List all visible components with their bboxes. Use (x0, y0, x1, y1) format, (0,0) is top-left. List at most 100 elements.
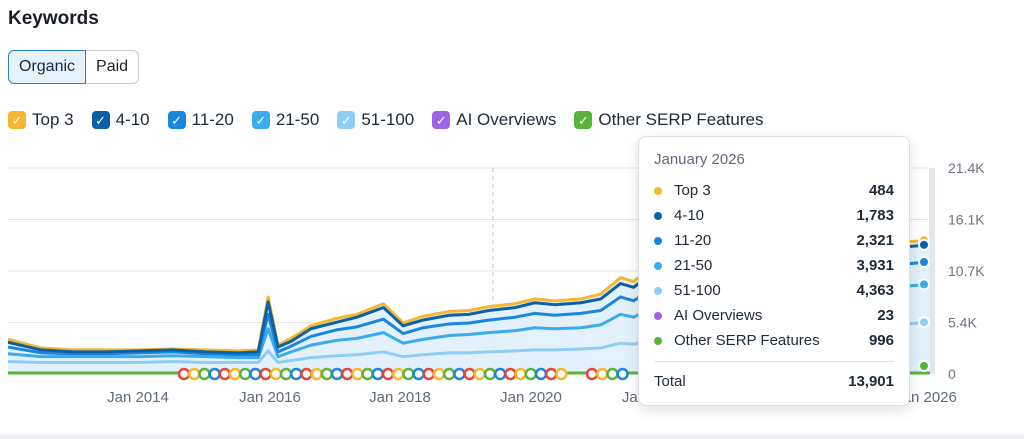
google-update-marker-icon (340, 367, 354, 381)
google-update-marker-icon (483, 367, 497, 381)
google-update-marker-icon (514, 367, 527, 381)
google-update-marker-icon (585, 367, 599, 381)
legend-item-11-20[interactable]: ✓ 11-20 (167, 110, 234, 130)
google-update-marker-icon (555, 367, 568, 381)
tooltip-label: 11-20 (674, 232, 712, 249)
google-update-marker-icon (320, 367, 334, 381)
tooltip-total-value: 13,901 (848, 372, 894, 390)
google-update-marker-icon (361, 367, 374, 381)
google-update-marker-icon (534, 367, 548, 381)
google-update-marker-icon (249, 367, 262, 381)
google-update-marker-icon (504, 367, 517, 381)
google-update-marker-icon (616, 367, 629, 381)
google-update-marker-icon (310, 367, 323, 381)
series-dot-icon (654, 286, 662, 295)
checkbox-checked-icon[interactable]: ✓ (574, 111, 593, 129)
legend-item-51-100[interactable]: ✓ 51-100 (337, 110, 414, 130)
google-update-marker-icon (330, 367, 344, 381)
y-tick-label: 16.1K (948, 212, 985, 228)
page-title: Keywords (8, 8, 99, 29)
tooltip-row-top-3: Top 3 484 (654, 178, 894, 203)
paid-button[interactable]: Paid (86, 50, 140, 84)
tooltip-row-51-100: 51-100 4,363 (654, 278, 894, 303)
legend-label: AI Overviews (456, 110, 557, 129)
series-dot-icon (654, 236, 662, 245)
checkbox-checked-icon[interactable]: ✓ (432, 111, 451, 129)
google-update-marker-icon (391, 367, 405, 381)
google-update-marker-icon (595, 367, 609, 381)
tooltip-divider (654, 361, 894, 362)
google-update-marker-icon (208, 367, 221, 381)
hover-point (918, 238, 930, 251)
legend-item-other-serp-features[interactable]: ✓ Other SERP Features (574, 110, 763, 130)
checkbox-checked-icon[interactable]: ✓ (167, 111, 186, 129)
checkbox-checked-icon[interactable]: ✓ (251, 111, 270, 129)
google-update-marker-icon (432, 367, 446, 381)
legend-item-21-50[interactable]: ✓ 21-50 (251, 110, 320, 130)
checkbox-checked-icon[interactable]: ✓ (337, 111, 356, 129)
legend-item-ai-overviews[interactable]: ✓ AI Overviews (432, 110, 556, 130)
google-update-marker-icon (218, 367, 232, 381)
series-dot-icon (654, 186, 662, 195)
google-update-marker-icon (544, 367, 558, 381)
google-update-marker-icon (187, 367, 201, 381)
google-update-marker-icon (289, 367, 303, 381)
google-update-marker-icon (493, 367, 507, 381)
legend-label: 4-10 (115, 110, 150, 129)
series-dot-icon (654, 261, 662, 270)
google-update-marker-icon (463, 367, 476, 381)
tooltip-value: 23 (877, 307, 894, 324)
series-dot-icon (654, 311, 662, 320)
google-update-marker-icon (300, 367, 313, 381)
tooltip-label: 51-100 (674, 282, 721, 299)
google-update-marker-icon (238, 367, 252, 381)
checkbox-checked-icon[interactable]: ✓ (8, 111, 26, 129)
tooltip-value: 4,363 (856, 282, 894, 299)
google-update-marker-icon (606, 367, 619, 381)
google-update-marker-icon (279, 367, 293, 381)
chart-tooltip: January 2026 Top 3 484 4-10 1,783 11-20 … (638, 136, 910, 406)
tooltip-value: 3,931 (856, 257, 894, 274)
organic-button[interactable]: Organic (8, 50, 87, 84)
x-tick-label: Jan 2014 (107, 389, 169, 406)
checkbox-checked-icon[interactable]: ✓ (91, 111, 110, 129)
google-update-marker-icon (351, 367, 364, 381)
google-update-marker-icon (422, 367, 436, 381)
legend-label: 11-20 (191, 110, 234, 129)
x-tick-label: Jan 2016 (239, 389, 301, 406)
legend-label: Top 3 (32, 110, 74, 129)
google-update-marker-icon (381, 367, 395, 381)
google-update-marker-icon (177, 367, 191, 381)
legend-label: 51-100 (361, 110, 415, 129)
google-update-marker-icon (524, 367, 538, 381)
y-tick-label: 0 (948, 366, 956, 382)
legend-item-4-10[interactable]: ✓ 4-10 (91, 110, 150, 130)
google-update-marker-icon (259, 367, 272, 381)
google-update-marker-icon (453, 367, 466, 381)
google-update-marker-icon (412, 367, 425, 381)
legend-item-top-3[interactable]: ✓ Top 3 (8, 110, 74, 130)
hover-point (918, 360, 930, 372)
google-update-marker-icon (473, 367, 487, 381)
tooltip-label: 4-10 (674, 207, 705, 224)
hover-point (918, 256, 930, 269)
tooltip-label: Top 3 (674, 182, 711, 199)
tooltip-row-other-serp-features: Other SERP Features 996 (654, 328, 894, 353)
google-update-marker-icon (269, 367, 283, 381)
google-update-marker-icon (198, 367, 211, 381)
y-tick-label: 21.4K (948, 160, 985, 176)
y-tick-label: 10.7K (948, 263, 985, 279)
y-tick-label: 5.4K (948, 315, 977, 331)
x-tick-label: Jan 2018 (369, 389, 431, 406)
google-update-marker-icon (228, 367, 242, 381)
google-update-marker-icon (402, 367, 415, 381)
tooltip-value: 996 (868, 332, 894, 349)
legend-label: Other SERP Features (598, 110, 764, 129)
hover-point (918, 278, 930, 291)
chart-legend: ✓ Top 3 ✓ 4-10 ✓ 11-20 ✓ 21-50 ✓ 51-100 … (8, 110, 763, 130)
legend-label: 21-50 (275, 110, 320, 129)
organic-paid-toggle: Organic Paid (8, 50, 140, 84)
tooltip-row-4-10: 4-10 1,783 (654, 203, 894, 228)
tooltip-label: AI Overviews (674, 307, 763, 324)
tooltip-label: 21-50 (674, 257, 713, 274)
